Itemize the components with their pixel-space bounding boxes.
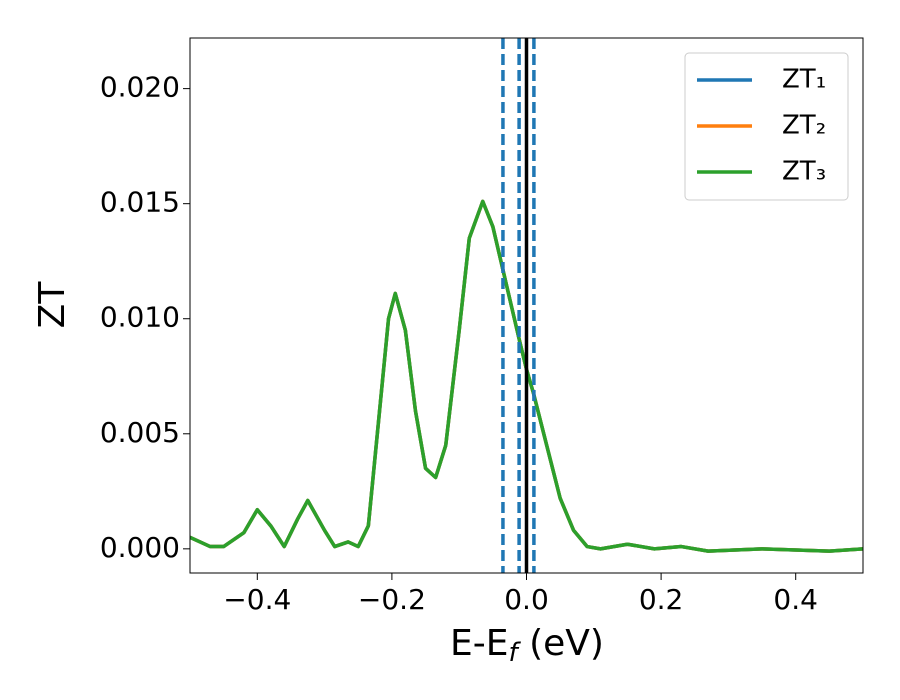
line-series <box>190 199 863 553</box>
y-tick-label: 0.005 <box>100 416 180 449</box>
x-tick-label: −0.4 <box>223 583 291 616</box>
legend-label: ZT₂ <box>782 111 826 141</box>
x-tick-label: 0.4 <box>773 583 818 616</box>
y-tick-label: 0.010 <box>100 301 180 334</box>
plot-area <box>190 38 863 573</box>
x-tick-label: 0.0 <box>504 583 549 616</box>
legend: ZT₁ ZT₂ ZT₃ <box>684 52 849 201</box>
x-axis-label: E-Ef (eV) <box>450 623 604 668</box>
y-tick-label: 0.020 <box>100 71 180 104</box>
y-tick-label: 0.015 <box>100 186 180 219</box>
legend-box <box>684 52 849 201</box>
y-axis-label: ZT <box>32 281 73 329</box>
legend-label: ZT₃ <box>782 157 826 187</box>
y-tick-label: 0.000 <box>100 531 180 564</box>
plot-frame <box>189 37 864 574</box>
x-tick-label: −0.2 <box>358 583 426 616</box>
x-tick-label: 0.2 <box>639 583 684 616</box>
legend-label: ZT₁ <box>782 65 826 95</box>
